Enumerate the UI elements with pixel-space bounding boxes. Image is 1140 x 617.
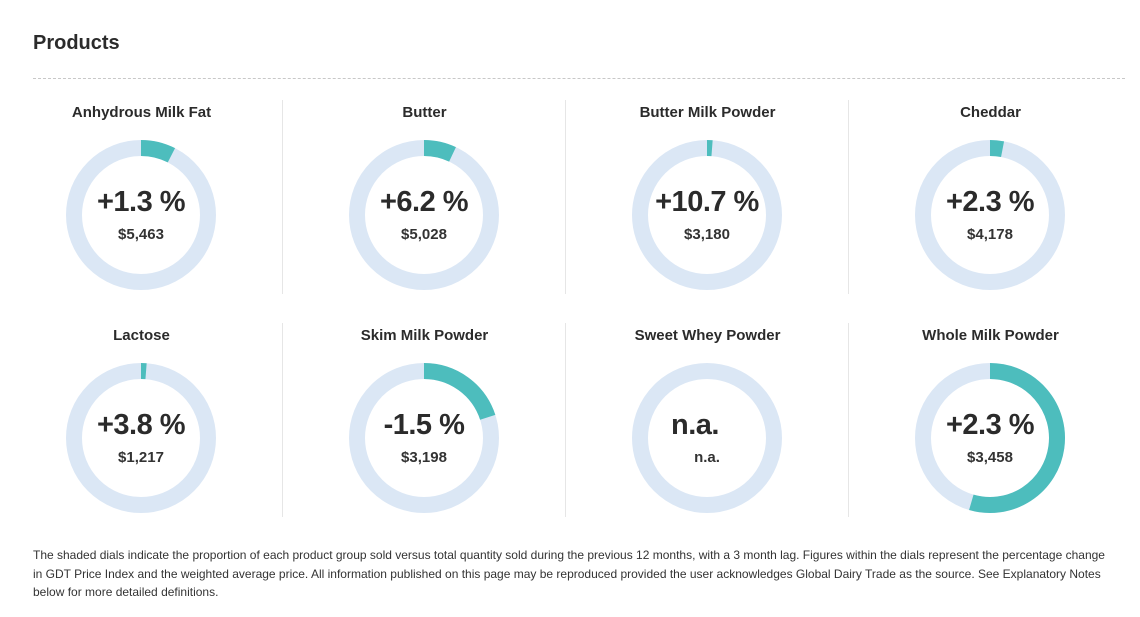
average-price: $4,178 [967,226,1013,243]
share-dial [915,140,1065,290]
product-name: Whole Milk Powder [922,327,1059,344]
share-dial [349,363,499,513]
dials-explanation-note: The shaded dials indicate the proportion… [33,548,1105,599]
average-price: $5,028 [401,226,447,243]
average-price: $3,180 [684,226,730,243]
product-name: Butter Milk Powder [639,104,776,121]
average-price: $1,217 [118,449,164,466]
column-divider [282,323,283,517]
share-dial [66,140,216,290]
share-dial [915,363,1065,513]
dial-track [632,363,782,513]
product-card-anhydrous-milk-fat: Anhydrous Milk Fat +1.3 % $5,463 [0,100,283,300]
product-card-sweet-whey-powder: Sweet Whey Powder n.a. n.a. [566,323,849,523]
dial-share-arc [989,140,1005,158]
product-name: Sweet Whey Powder [634,327,781,344]
column-divider [282,100,283,294]
dial-share-arc [423,140,456,162]
dial-values: +2.3 % $4,178 [915,140,1065,290]
dial-values: n.a. n.a. [632,363,782,513]
title-divider [33,78,1125,79]
column-divider [848,100,849,294]
share-dial [632,363,782,513]
page-title: Products [33,32,120,54]
price-index-change: +2.3 % [945,186,1035,218]
dial-values: +10.7 % $3,180 [632,140,782,290]
column-divider [565,100,566,294]
average-price: $3,198 [401,449,447,466]
product-name: Lactose [113,327,170,344]
price-index-change: +3.8 % [96,409,186,441]
share-dial [349,140,499,290]
price-index-change: -1.5 % [383,409,465,441]
dial-values: +3.8 % $1,217 [66,363,216,513]
column-divider [565,323,566,517]
average-price: $5,463 [118,226,164,243]
share-dial [632,139,782,290]
price-index-change: +10.7 % [655,186,759,218]
average-price: n.a. [694,449,720,466]
dial-values: +1.3 % $5,463 [66,140,216,290]
column-divider [848,323,849,517]
product-name: Butter [402,104,447,121]
dial-values: +2.3 % $3,458 [915,363,1065,513]
product-card-butter: Butter +6.2 % $5,028 [283,100,566,300]
product-card-lactose: Lactose +3.8 % $1,217 [0,323,283,523]
product-name: Skim Milk Powder [360,327,489,344]
product-card-skim-milk-powder: Skim Milk Powder -1.5 % $3,198 [283,323,566,523]
price-index-change: n.a. [671,409,719,441]
price-index-change: +2.3 % [945,409,1035,441]
price-index-change: +6.2 % [379,186,469,218]
dial-share-arc [969,363,1065,513]
dial-values: -1.5 % $3,198 [349,363,499,513]
dial-share-arc [140,140,176,163]
price-index-change: +1.3 % [96,186,186,218]
product-name: Anhydrous Milk Fat [71,104,212,121]
dial-share-arc [423,363,496,421]
product-card-whole-milk-powder: Whole Milk Powder +2.3 % $3,458 [849,323,1132,523]
share-dial [66,362,216,513]
product-card-butter-milk-powder: Butter Milk Powder +10.7 % $3,180 [566,100,849,300]
product-name: Cheddar [960,104,1021,121]
average-price: $3,458 [967,449,1013,466]
product-card-cheddar: Cheddar +2.3 % $4,178 [849,100,1132,300]
dial-values: +6.2 % $5,028 [349,140,499,290]
